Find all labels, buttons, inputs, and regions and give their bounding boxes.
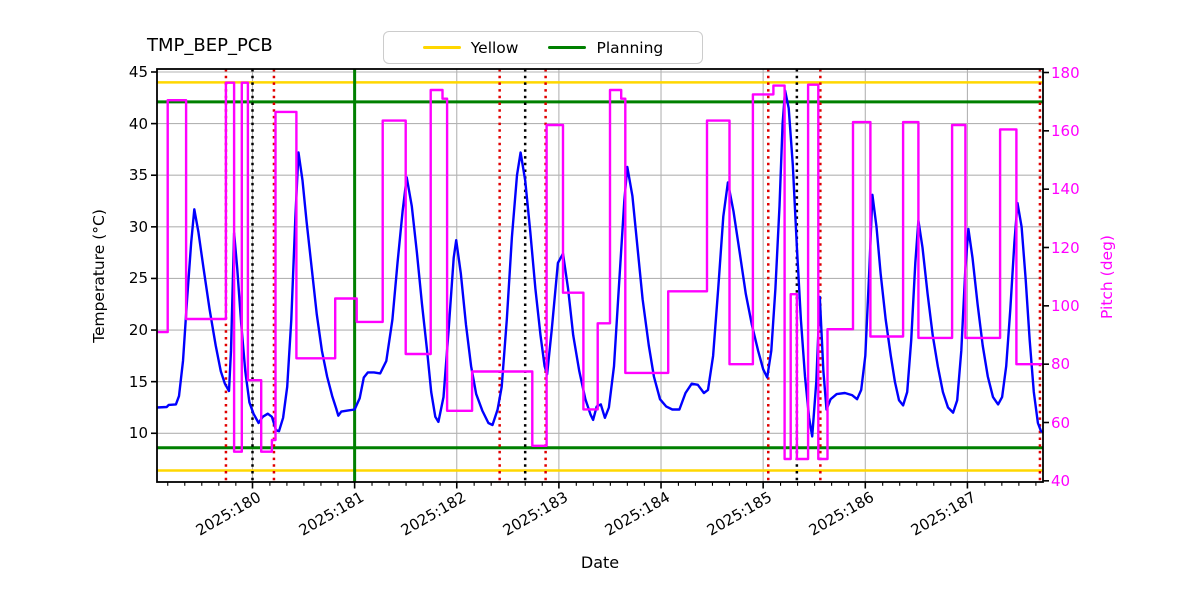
y-left-tick-label: 45 [128, 62, 148, 81]
x-axis-label: Date [580, 553, 620, 572]
y-left-tick-label: 30 [128, 217, 148, 236]
y-left-tick-label: 35 [128, 166, 148, 185]
y-left-tick-label: 40 [128, 114, 148, 133]
yellow-line-swatch [422, 45, 461, 50]
y-left-tick-label: 15 [128, 372, 148, 391]
planning-line-swatch [548, 45, 587, 50]
y-right-tick-label: 140 [1051, 180, 1080, 199]
page-title: TMP_BEP_PCB [147, 35, 273, 56]
y-left-tick-label: 20 [128, 321, 148, 340]
y-right-tick-label: 80 [1051, 355, 1071, 374]
y-right-tick-label: 100 [1051, 296, 1080, 315]
y-right-tick-label: 40 [1051, 471, 1071, 490]
temperature-series-line [156, 89, 1044, 438]
y-right-axis-label: Pitch (deg) [1098, 235, 1116, 319]
y-left-tick-label: 25 [128, 269, 148, 288]
y-left-tick-label: 10 [128, 424, 148, 443]
legend-entry-planning: Planning [548, 39, 663, 57]
plot-border [156, 68, 1044, 483]
legend-label: Planning [596, 38, 664, 57]
y-left-axis-label: Temperature (°C) [90, 209, 108, 343]
pitch-series-line [157, 81, 1043, 461]
legend-label: Yellow [470, 38, 519, 57]
legend-entry-yellow: Yellow [422, 38, 519, 57]
y-right-tick-label: 160 [1051, 121, 1080, 140]
y-right-tick-label: 180 [1051, 63, 1080, 82]
y-right-tick-label: 60 [1051, 413, 1071, 432]
y-right-tick-label: 120 [1051, 238, 1080, 257]
legend: Yellow Planning [383, 31, 703, 64]
